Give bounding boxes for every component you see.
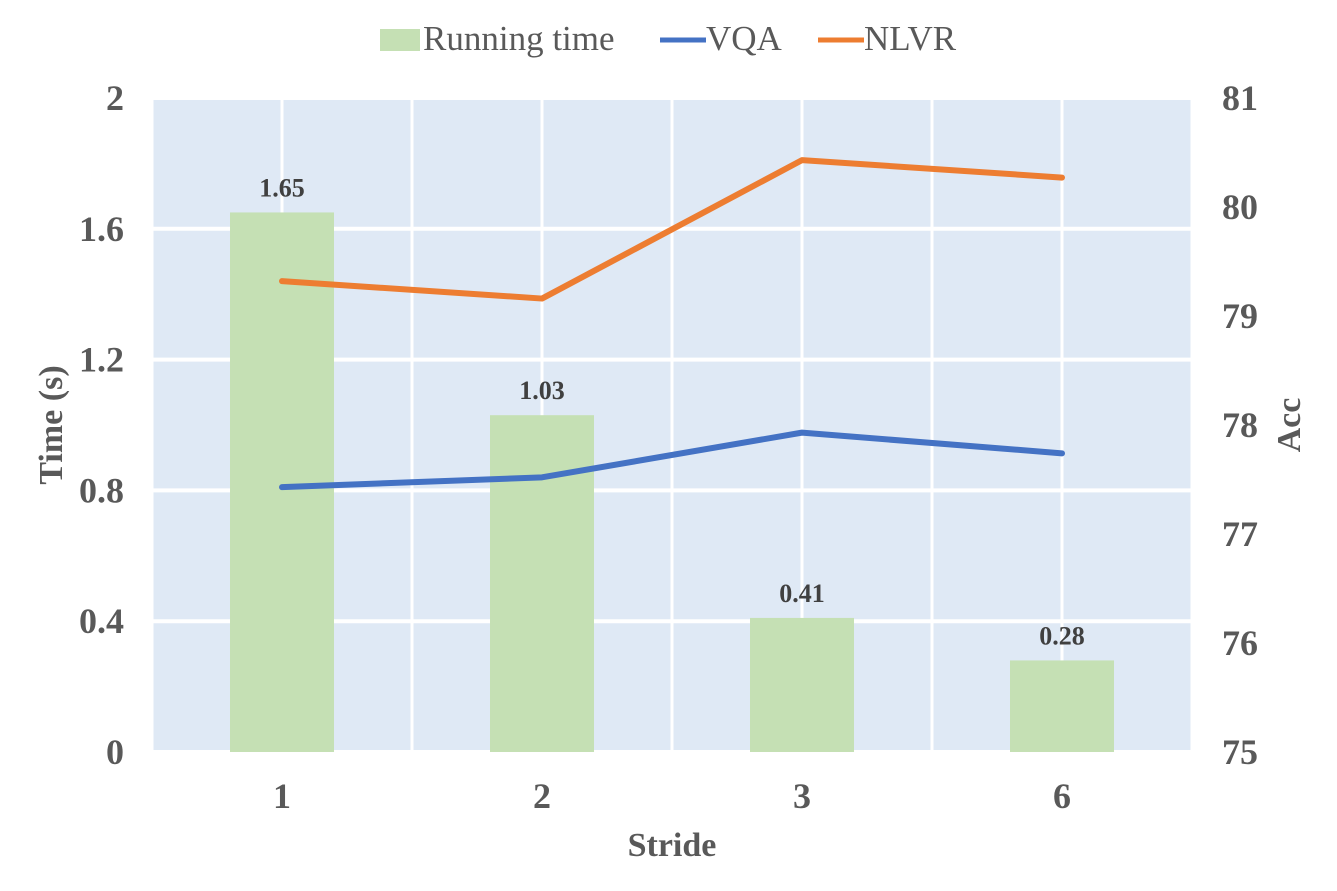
right-tick-label: 80 <box>1222 187 1258 227</box>
left-tick-label: 0.8 <box>79 470 124 510</box>
bar-running-time <box>750 617 854 752</box>
legend-swatch-running-time <box>380 29 420 51</box>
x-axis-title: Stride <box>628 827 717 864</box>
x-tick-label: 3 <box>793 776 811 816</box>
legend-label-running-time: Running time <box>423 19 615 58</box>
right-tick-label: 75 <box>1222 732 1258 772</box>
right-tick-label: 77 <box>1222 514 1258 554</box>
right-axis-title: Acc <box>1271 398 1308 453</box>
x-tick-label: 1 <box>273 776 291 816</box>
bar-data-label: 0.28 <box>1039 621 1085 650</box>
left-axis-ticks: 0 0.4 0.8 1.2 1.6 2 <box>79 78 124 772</box>
x-tick-label: 6 <box>1053 776 1071 816</box>
left-tick-label: 0 <box>106 732 124 772</box>
x-axis-ticks: 1 2 3 6 <box>273 776 1071 816</box>
right-tick-label: 81 <box>1222 78 1258 118</box>
right-tick-label: 79 <box>1222 296 1258 336</box>
bar-data-label: 0.41 <box>779 579 825 608</box>
bar-data-label: 1.65 <box>259 173 305 202</box>
bar-running-time <box>230 212 334 752</box>
bar-running-time <box>1010 660 1114 752</box>
left-tick-label: 2 <box>106 78 124 118</box>
left-tick-label: 1.6 <box>79 209 124 249</box>
line-nlvr <box>279 157 1065 302</box>
legend-label-vqa: VQA <box>706 19 783 58</box>
line-vqa <box>279 429 1065 491</box>
left-tick-label: 0.4 <box>79 601 124 641</box>
right-axis-ticks: 75 76 77 78 79 80 81 <box>1222 78 1258 772</box>
bar-running-time <box>490 415 594 752</box>
legend-label-nlvr: NLVR <box>864 19 957 58</box>
bar-data-label: 1.03 <box>519 376 565 405</box>
x-tick-label: 2 <box>533 776 551 816</box>
lines <box>279 157 1065 491</box>
left-axis-title: Time (s) <box>33 365 70 484</box>
right-tick-label: 76 <box>1222 623 1258 663</box>
bar-labels: 1.65 1.03 0.41 0.28 <box>259 173 1085 650</box>
right-tick-label: 78 <box>1222 405 1258 445</box>
left-tick-label: 1.2 <box>79 340 124 380</box>
legend: Running time VQA NLVR <box>380 19 957 58</box>
